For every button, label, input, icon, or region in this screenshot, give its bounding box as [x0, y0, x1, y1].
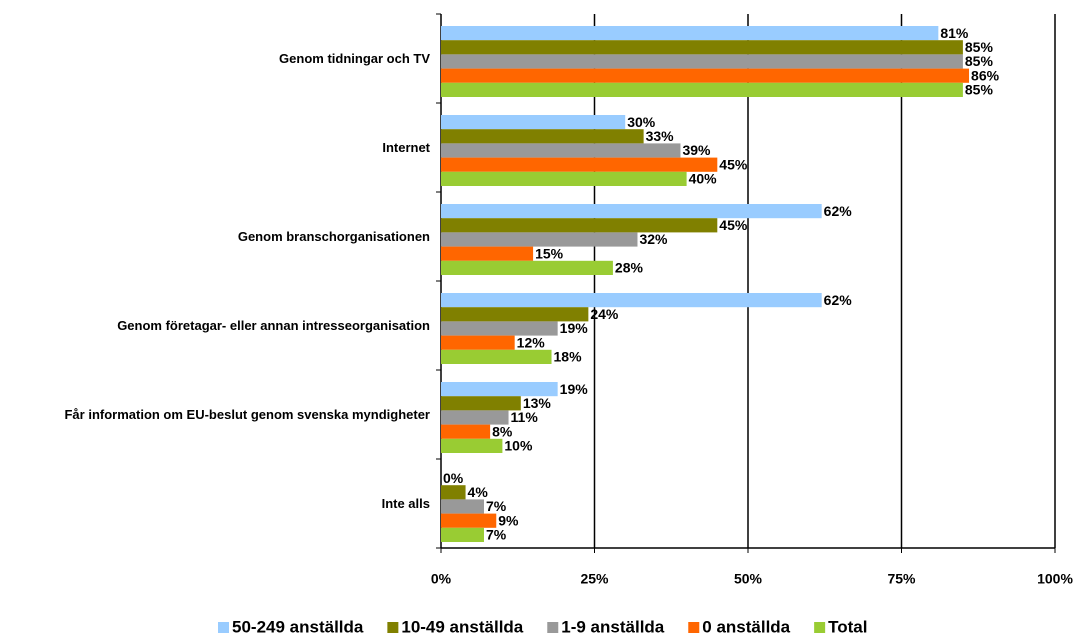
bar	[441, 410, 509, 425]
bar	[441, 232, 638, 247]
data-label: 30%	[627, 114, 656, 130]
x-tick-label: 25%	[580, 571, 609, 587]
x-tick-label: 75%	[887, 571, 916, 587]
bar	[441, 218, 718, 233]
data-label: 40%	[689, 171, 718, 187]
bar	[441, 129, 644, 144]
legend-swatch	[387, 622, 399, 633]
legend-label: 1-9 anställda	[561, 617, 665, 636]
bar	[441, 204, 822, 219]
bar	[441, 349, 552, 364]
bar	[441, 438, 503, 453]
x-tick-label: 50%	[734, 571, 763, 587]
data-label: 45%	[719, 217, 748, 233]
data-label: 85%	[965, 82, 994, 98]
data-label: 33%	[646, 128, 675, 144]
category-label: Genom företagar- eller annan intresseorg…	[117, 317, 430, 333]
bar	[441, 82, 963, 97]
data-label: 7%	[486, 527, 507, 543]
data-label: 19%	[560, 320, 589, 336]
x-tick-label: 0%	[431, 571, 452, 587]
bar	[441, 157, 718, 172]
data-label: 81%	[940, 25, 969, 41]
bar	[441, 293, 822, 308]
legend-swatch	[547, 622, 559, 633]
bar	[441, 485, 466, 500]
category-label: Genom tidningar och TV	[279, 50, 430, 66]
bar	[441, 307, 589, 322]
legend-swatch	[218, 622, 229, 633]
data-label: 7%	[486, 498, 507, 514]
bar	[441, 68, 970, 83]
category-label: Får information om EU-beslut genom svens…	[64, 406, 430, 422]
bar	[441, 513, 497, 528]
data-label: 11%	[511, 409, 539, 425]
bar	[441, 26, 939, 41]
bar	[441, 40, 963, 55]
data-label: 12%	[517, 334, 546, 350]
data-label: 45%	[719, 156, 748, 172]
data-label: 32%	[639, 231, 668, 247]
data-label: 39%	[682, 142, 711, 158]
category-label: Inte alls	[381, 495, 430, 511]
bar	[441, 527, 484, 542]
bar	[441, 246, 534, 261]
legend-swatch	[688, 622, 700, 633]
data-label: 15%	[535, 245, 564, 261]
data-label: 28%	[615, 260, 644, 276]
bar	[441, 143, 681, 158]
category-label: Genom branschorganisationen	[237, 228, 430, 244]
data-label: 62%	[824, 292, 853, 308]
legend-label: 50-249 anställda	[232, 617, 364, 636]
data-label: 13%	[523, 395, 552, 411]
bar	[441, 424, 491, 439]
legend-label: 0 anställda	[702, 617, 790, 636]
bar	[441, 54, 963, 69]
bar	[441, 396, 521, 411]
bar	[441, 382, 558, 397]
bar	[441, 335, 515, 350]
legend-label: 10-49 anställda	[401, 617, 523, 636]
data-label: 10%	[504, 438, 533, 454]
legend-swatch	[814, 622, 826, 633]
data-label: 24%	[590, 306, 619, 322]
data-label: 18%	[554, 349, 583, 365]
data-label: 9%	[498, 512, 519, 528]
data-label: 19%	[560, 381, 589, 397]
data-label: 62%	[824, 203, 853, 219]
legend-label: Total	[828, 617, 867, 636]
data-label: 85%	[965, 53, 994, 69]
bar	[441, 171, 687, 186]
data-label: 85%	[965, 39, 994, 55]
category-label: Internet	[382, 139, 430, 155]
bar	[441, 499, 484, 514]
bar	[441, 115, 626, 130]
data-label: 86%	[971, 67, 1000, 83]
data-label: 8%	[492, 423, 513, 439]
data-label: 0%	[443, 470, 464, 486]
data-label: 4%	[468, 484, 489, 500]
bar	[441, 321, 558, 336]
x-tick-label: 100%	[1037, 571, 1073, 587]
bar	[441, 260, 613, 275]
